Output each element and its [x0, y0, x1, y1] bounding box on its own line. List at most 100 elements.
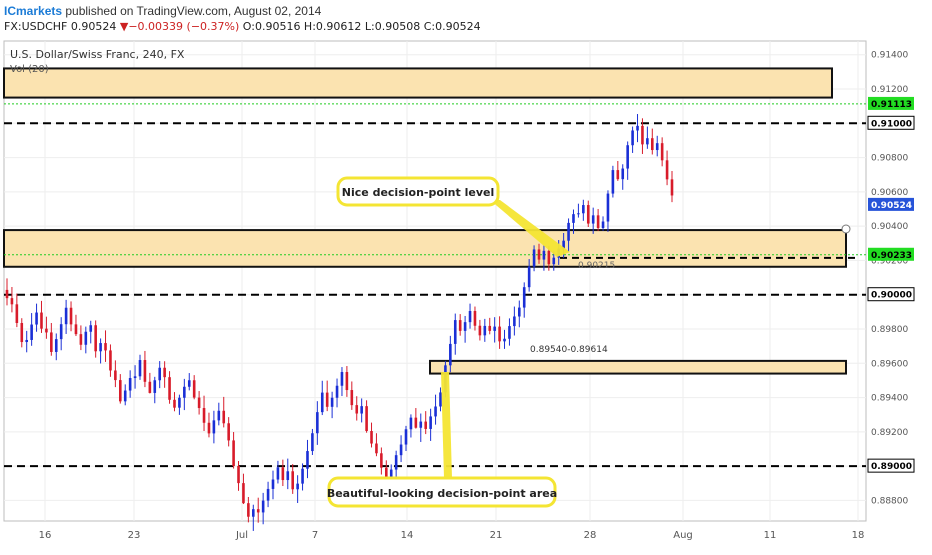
- price-tag-0-90000-bg: [867, 287, 915, 302]
- candle-body: [493, 326, 496, 331]
- candle-body: [104, 343, 107, 351]
- candle-body: [478, 325, 482, 336]
- y-tick-label: 0.90800: [871, 154, 908, 164]
- publish-line: ICmarkets published on TradingView.com, …: [4, 4, 321, 18]
- candle-body: [419, 421, 423, 428]
- candle-body: [577, 213, 580, 215]
- candle-body: [532, 249, 536, 267]
- price-tag-last-bg: [868, 197, 914, 211]
- symbol-label[interactable]: FX:USDCHF: [4, 20, 68, 33]
- candle-body: [404, 429, 408, 445]
- candle-body: [409, 417, 413, 430]
- change-value: −0.00339 (−0.37%): [128, 20, 240, 33]
- candle-body: [586, 205, 590, 224]
- candle-body: [242, 483, 245, 504]
- candle-body: [59, 324, 63, 340]
- x-tick-label: 7: [312, 530, 318, 541]
- candle-body: [45, 328, 48, 333]
- price-axis[interactable]: 0.91400 0.91200 0.91000 0.90800 0.90600 0.904…: [867, 51, 915, 507]
- candle-body: [20, 323, 24, 343]
- candle-body: [596, 215, 600, 229]
- y-tick-label: 0.90400: [871, 222, 908, 232]
- candle-body: [655, 143, 659, 151]
- candle-body: [64, 307, 68, 325]
- price-tag-green-lower: 0.90233: [871, 251, 912, 261]
- candle-body: [35, 312, 38, 325]
- x-tick-label: Aug: [673, 530, 693, 541]
- candle-body: [256, 509, 260, 513]
- candle-body: [251, 509, 255, 517]
- price-chart[interactable]: U.S. Dollar/Swiss Franc, 240, FX Vol (20…: [0, 40, 932, 550]
- candle-body: [591, 215, 595, 224]
- candle-body: [266, 488, 270, 501]
- time-axis[interactable]: 16 23 Jul 7 14 21 28 Aug 11 18: [39, 530, 865, 541]
- beautiful-area-callout: Beautiful-looking decision-point area: [327, 476, 557, 508]
- y-tick-label: 0.91200: [871, 85, 908, 95]
- y-tick-label: 0.90600: [871, 188, 908, 198]
- candle-body: [542, 250, 546, 260]
- candle-body: [281, 467, 285, 481]
- candle-body: [311, 433, 314, 452]
- candle-body: [621, 168, 625, 180]
- candle-body: [69, 307, 73, 325]
- candle-body: [192, 380, 196, 398]
- candle-body: [30, 324, 33, 340]
- price-tag-last: 0.90524: [871, 201, 912, 211]
- candle-body: [148, 381, 152, 393]
- candle-body: [567, 222, 570, 241]
- price-tag-green-upper-bg: [868, 96, 914, 110]
- candle-body: [458, 320, 462, 331]
- candle-body: [660, 143, 664, 161]
- candle-body: [429, 416, 432, 429]
- ohlc-values: O:0.90516 H:0.90612 L:0.90508 C:0.90524: [242, 20, 481, 33]
- candle-body: [276, 467, 280, 480]
- candle-body: [271, 479, 275, 489]
- candle-body: [572, 214, 575, 223]
- candle-body: [424, 421, 428, 429]
- candle-body: [197, 397, 201, 409]
- chart-container[interactable]: U.S. Dollar/Swiss Franc, 240, FX Vol (20…: [0, 40, 932, 555]
- candle-body: [384, 467, 388, 484]
- candle-body: [178, 397, 181, 408]
- zone-resize-handle[interactable]: [841, 224, 851, 234]
- candle-body: [552, 257, 556, 265]
- x-tick-label: 23: [128, 530, 141, 541]
- y-tick-label: 0.89800: [871, 325, 908, 335]
- y-tick-label: 0.91400: [871, 51, 908, 61]
- candle-body: [636, 125, 639, 131]
- candle-body: [365, 406, 368, 431]
- candle-body: [488, 325, 492, 331]
- nice-level-text: Nice decision-point level: [342, 186, 494, 199]
- candle-body: [483, 325, 487, 336]
- candle-body: [54, 339, 58, 352]
- plot-area[interactable]: [3, 40, 867, 522]
- y-tick-label: 0.89600: [871, 359, 908, 369]
- horizontal-levels: [4, 103, 866, 468]
- price-tag-green-lower-bg: [868, 247, 914, 261]
- zone-box: [429, 359, 847, 375]
- candle-body: [513, 316, 516, 327]
- change-arrow-icon: ▼: [119, 20, 129, 33]
- candle-body: [128, 378, 132, 391]
- candle-body: [183, 386, 186, 398]
- candle-body: [320, 392, 324, 413]
- candle-body: [394, 455, 398, 470]
- author-link[interactable]: ICmarkets: [4, 4, 63, 18]
- candle-body: [187, 380, 191, 387]
- candle-body: [74, 324, 78, 335]
- candle-body: [503, 338, 506, 342]
- candle-body: [473, 311, 477, 326]
- zone-box: [3, 67, 833, 99]
- candle-body: [25, 339, 29, 343]
- candle-body: [463, 322, 467, 331]
- candle-body: [380, 453, 383, 468]
- zone-box: [3, 229, 847, 268]
- candle-body: [670, 179, 674, 196]
- candle-body: [537, 249, 541, 260]
- candle-body: [301, 468, 304, 484]
- candle-body: [94, 325, 97, 352]
- x-tick-label: 28: [584, 530, 597, 541]
- candle-body: [355, 405, 359, 414]
- candle-body: [360, 406, 363, 414]
